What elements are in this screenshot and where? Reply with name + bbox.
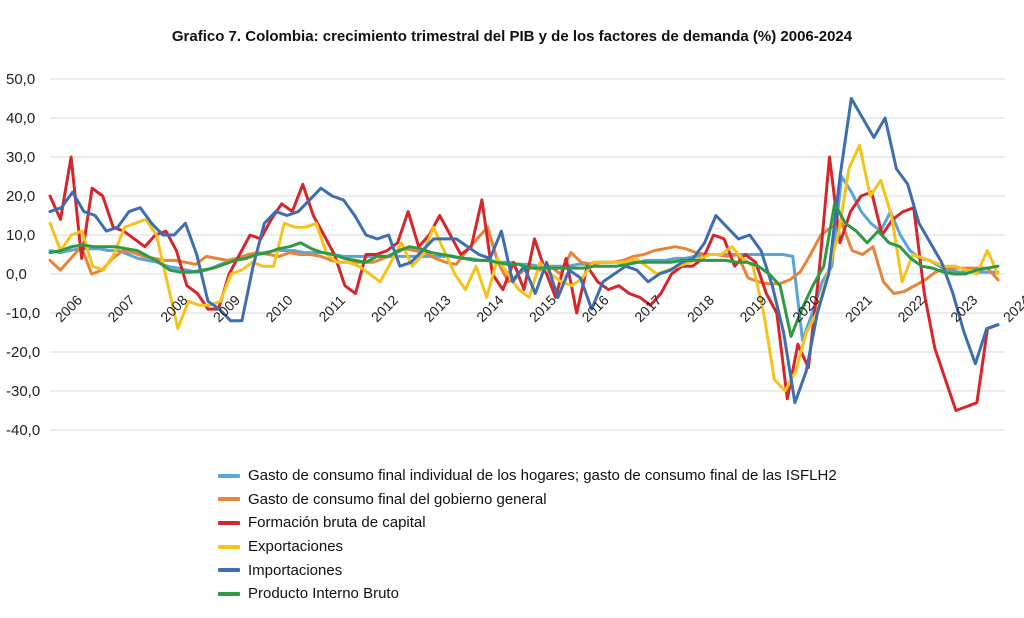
x-axis-ticks: 2006 2007 2008 2009 2010 2011 2012 2013 2014 2015…	[52, 292, 1024, 325]
legend-swatch	[218, 591, 240, 596]
legend-swatch	[218, 544, 240, 549]
x-tick-label: 2007	[104, 292, 137, 325]
y-tick-label: 0,0	[6, 266, 27, 283]
legend-swatch	[218, 473, 240, 478]
x-tick-label: 2011	[315, 292, 348, 325]
y-axis-ticks: 50,0 40,0 30,0 20,0 10,0 0,0 -10,0 -20,0 -30,0 -4…	[6, 71, 40, 439]
series-layer	[48, 97, 1000, 412]
x-tick-label: 2013	[420, 292, 453, 325]
x-tick-label: 2006	[52, 292, 85, 325]
x-tick-label: 2014	[473, 292, 506, 325]
y-tick-label: 20,0	[6, 188, 35, 205]
y-tick-label: 50,0	[6, 71, 35, 88]
y-tick-label: 40,0	[6, 110, 35, 127]
x-tick-label: 2010	[262, 292, 295, 325]
chart-title: Grafico 7. Colombia: crecimiento trimest…	[171, 28, 853, 45]
legend-item: Producto Interno Bruto	[218, 582, 837, 606]
legend-item: Formación bruta de capital	[218, 511, 837, 535]
legend: Gasto de consumo final individual de los…	[218, 464, 837, 606]
x-tick-label: 2018	[684, 292, 717, 325]
legend-label: Exportaciones	[248, 538, 344, 556]
legend-swatch	[218, 497, 240, 502]
series-line	[48, 143, 1000, 393]
y-tick-label: -20,0	[6, 344, 40, 361]
y-tick-label: 30,0	[6, 149, 35, 166]
y-tick-label: -30,0	[6, 383, 40, 400]
x-tick-label: 2022	[894, 292, 927, 325]
legend-item: Gasto de consumo final individual de los…	[218, 464, 837, 488]
legend-label: Producto Interno Bruto	[248, 585, 399, 603]
legend-swatch	[218, 568, 240, 573]
legend-item: Importaciones	[218, 558, 837, 582]
legend-swatch	[218, 520, 240, 525]
x-tick-label: 2012	[368, 292, 401, 325]
series-line	[48, 202, 1000, 338]
series-line	[48, 155, 1000, 412]
y-tick-label: 10,0	[6, 227, 35, 244]
x-tick-label: 2024	[1000, 292, 1024, 325]
legend-label: Formación bruta de capital	[248, 514, 426, 532]
y-tick-label: -10,0	[6, 305, 40, 322]
legend-label: Gasto de consumo final del gobierno gene…	[248, 490, 547, 508]
x-tick-label: 2023	[947, 292, 980, 325]
legend-label: Importaciones	[248, 561, 343, 579]
legend-item: Gasto de consumo final del gobierno gene…	[218, 488, 837, 512]
x-tick-label: 2021	[842, 292, 875, 325]
y-tick-label: -40,0	[6, 422, 40, 439]
legend-label: Gasto de consumo final individual de los…	[248, 467, 837, 485]
legend-item: Exportaciones	[218, 535, 837, 559]
x-tick-label: 2016	[578, 292, 611, 325]
